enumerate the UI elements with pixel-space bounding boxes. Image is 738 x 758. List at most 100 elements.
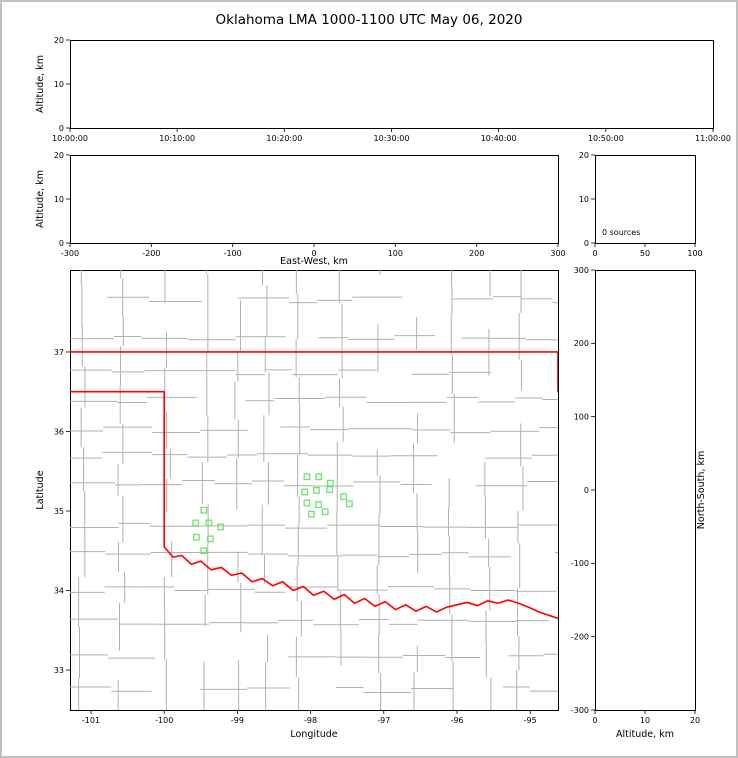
y-tick-label: 100 xyxy=(574,412,589,421)
x-ticks: 10:00:00 10:10:00 10:20:00 10:30:00 10:40:00… xyxy=(52,128,731,143)
y-tick-label: 10 xyxy=(54,195,64,204)
x-tick-label: 300 xyxy=(550,249,565,258)
x-tick-label: -99 xyxy=(231,716,244,725)
time_height_panel: 10:00:00 10:10:00 10:20:00 10:30:00 10:40:00… xyxy=(35,36,731,143)
y-tick-label: 35 xyxy=(54,507,64,516)
y-ticks: 0 10 20 xyxy=(54,36,70,133)
x-ticks: 0 10 20 xyxy=(592,710,700,725)
panel-frame xyxy=(595,155,696,244)
lma-station-marker xyxy=(326,486,334,493)
x-tick-label: -97 xyxy=(377,716,390,725)
x-tick-label: -98 xyxy=(304,716,317,725)
lma-station-marker xyxy=(345,500,353,508)
y-axis-label: Altitude, km xyxy=(35,55,46,113)
x-tick-label: -95 xyxy=(524,716,537,725)
x-tick-label: 100 xyxy=(687,249,702,258)
panel-frame xyxy=(70,40,714,129)
x-tick-label: -100 xyxy=(224,249,242,258)
y-tick-label: 10 xyxy=(54,80,64,89)
y-ticks: 33 34 35 36 37 xyxy=(54,348,70,675)
altitude_histogram_panel: 0 50 100 0 10 20 0 sources xyxy=(579,151,703,258)
y-ticks: -300 -200 -100 0 100 200 300 xyxy=(571,266,595,715)
plot-title: Oklahoma LMA 1000-1100 UTC May 06, 2020 xyxy=(215,12,523,28)
y-tick-label: 0 xyxy=(59,239,64,248)
y-axis-label: Latitude xyxy=(35,470,46,509)
x-tick-label: 10:50:00 xyxy=(588,134,624,143)
x-tick-label: -101 xyxy=(82,716,100,725)
y-tick-label: 20 xyxy=(54,36,64,45)
y-tick-label: 20 xyxy=(54,151,64,160)
x-ticks: 0 50 100 xyxy=(592,243,703,258)
x-tick-label: 10:30:00 xyxy=(374,134,410,143)
lma-station-marker xyxy=(313,486,320,494)
x-tick-label: 20 xyxy=(690,716,700,725)
x-tick-label: 100 xyxy=(388,249,403,258)
county-boundaries xyxy=(70,270,558,710)
y-tick-label: 36 xyxy=(54,427,64,436)
lma-station-marker xyxy=(301,488,309,496)
y-axis-label: Altitude, km xyxy=(35,170,46,228)
lma-station-marker xyxy=(206,535,214,543)
x-tick-label: 0 xyxy=(592,716,597,725)
lma-station-marker xyxy=(307,510,315,518)
y-tick-label: 34 xyxy=(54,586,64,595)
lma-station-marker xyxy=(315,473,323,481)
panel-frame xyxy=(70,155,559,244)
panel-frame xyxy=(70,270,559,711)
map-content xyxy=(70,270,558,710)
y-tick-label: -300 xyxy=(571,706,589,715)
x-tick-label: 10:40:00 xyxy=(481,134,517,143)
x-tick-label: -100 xyxy=(155,716,173,725)
source-count-annotation: 0 sources xyxy=(602,228,640,237)
lma-station-marker xyxy=(326,479,334,487)
x-tick-label: -96 xyxy=(450,716,463,725)
lma-station-marker xyxy=(303,473,311,481)
ew_height_panel: -300 -200 -100 0 100 200 300 0 10 20 East-West, km… xyxy=(35,151,566,267)
state-border xyxy=(70,351,558,620)
y-axis-label-right: North-South, km xyxy=(696,451,707,529)
y-tick-label: 0 xyxy=(59,124,64,133)
y-tick-label: 200 xyxy=(574,339,589,348)
lma-station-marker xyxy=(193,533,200,541)
x-axis-label: Longitude xyxy=(290,729,337,740)
lma-station-marker xyxy=(303,499,311,507)
x-ticks: -300 -200 -100 0 100 200 300 xyxy=(61,243,566,258)
x-tick-label: 50 xyxy=(640,249,650,258)
lma-station-marker xyxy=(315,501,323,509)
x-tick-label: 11:00:00 xyxy=(695,134,731,143)
y-tick-label: 10 xyxy=(579,195,589,204)
x-tick-label: 200 xyxy=(469,249,484,258)
y-tick-label: 300 xyxy=(574,266,589,275)
x-tick-label: 10:20:00 xyxy=(266,134,302,143)
x-tick-label: 0 xyxy=(592,249,597,258)
lma-station-marker xyxy=(321,508,329,516)
map_panel: -101 -100 -99 -98 -97 -96 -95 33 34 35 36 37 Longitu… xyxy=(35,270,559,740)
y-ticks: 0 10 20 xyxy=(54,151,70,248)
y-tick-label: 33 xyxy=(54,666,64,675)
lma-station-marker xyxy=(200,547,208,555)
lma-station-marker xyxy=(217,523,224,531)
y-tick-label: 20 xyxy=(579,151,589,160)
x-tick-label: 10:00:00 xyxy=(52,134,88,143)
y-tick-label: -200 xyxy=(571,632,589,641)
lma-station-marker xyxy=(192,519,200,527)
lma-station-marker xyxy=(340,493,347,501)
x-tick-label: 10 xyxy=(640,716,650,725)
y-ticks: 0 10 20 xyxy=(579,151,595,248)
lma-station-marker xyxy=(200,506,208,514)
x-ticks: -101 -100 -99 -98 -97 -96 -95 xyxy=(82,710,537,725)
y-tick-label: -100 xyxy=(571,559,589,568)
x-tick-label: -300 xyxy=(61,249,79,258)
x-tick-label: -200 xyxy=(142,249,160,258)
x-axis-label: Altitude, km xyxy=(616,729,674,740)
lma-stations xyxy=(192,473,353,555)
lma-station-marker xyxy=(205,519,213,527)
panel-frame xyxy=(595,270,696,711)
x-tick-label: 0 xyxy=(311,249,316,258)
y-tick-label: 37 xyxy=(54,348,64,357)
y-tick-label: 0 xyxy=(584,486,589,495)
ns_height_panel: 0 10 20 -300 -200 -100 0 100 200 300 Altitude, km N… xyxy=(571,266,707,740)
